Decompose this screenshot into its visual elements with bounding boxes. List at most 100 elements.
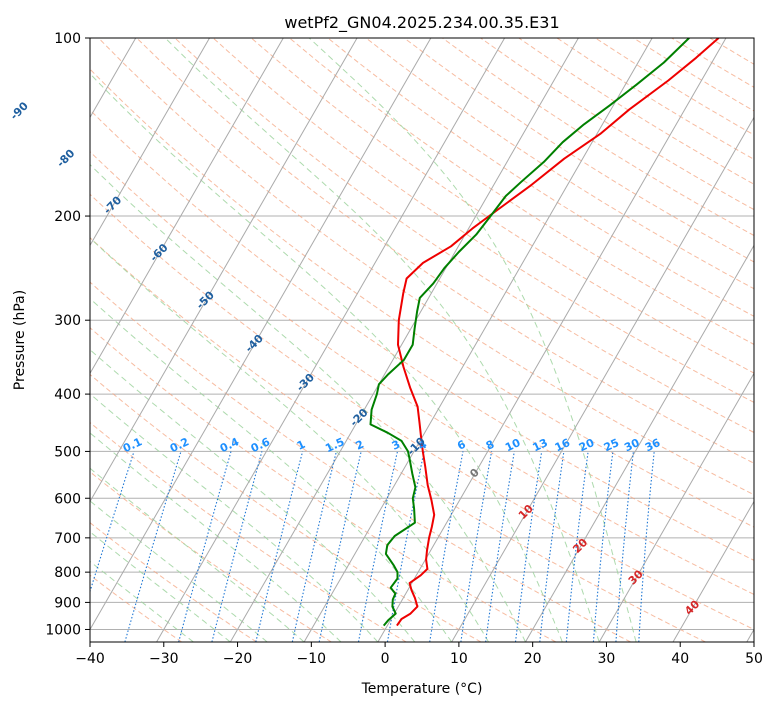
- mixing-ratio-label: 0.4: [218, 435, 241, 455]
- moist-adiabat-line: [90, 349, 416, 642]
- isotherm-line: [377, 38, 727, 642]
- y-tick-label: 400: [54, 387, 81, 403]
- moist-adiabat-line: [90, 393, 379, 642]
- y-tick-label: 500: [54, 444, 81, 460]
- mixing-ratio-line: [638, 451, 655, 642]
- dry-adiabat-line: [90, 421, 407, 642]
- plot-frame: [89, 37, 755, 643]
- mixing-ratio-label: 30: [622, 436, 642, 454]
- mixing-ratio-line: [318, 451, 362, 642]
- isotherm-label: -90: [8, 99, 31, 122]
- dry-adiabat-line: [90, 574, 182, 642]
- mixing-ratio-label: 20: [577, 436, 597, 454]
- temperature-profile: [396, 38, 720, 627]
- mixing-ratio-line: [539, 451, 565, 642]
- mixing-ratio-label: 36: [643, 436, 663, 454]
- mixing-ratio-label: 16: [553, 436, 573, 454]
- mixing-ratio-label: 6: [455, 438, 468, 453]
- axes-layer: −40 −30 −20 −10 0 10 20 30 40 5010009008007006005…: [45, 31, 763, 667]
- mixing-ratio-label: 10: [503, 436, 523, 454]
- dry-adiabat-line: [403, 38, 754, 263]
- mixing-ratio-line: [615, 451, 634, 642]
- x-tick-label: 0: [381, 651, 390, 667]
- dry-adiabat-line: [90, 109, 754, 561]
- dry-adiabat-line: [90, 151, 754, 595]
- chart-title: wetPf2_GN04.2025.234.00.35.E31: [284, 13, 559, 33]
- mixing-ratio-line: [357, 451, 399, 642]
- x-tick-label: 40: [671, 651, 689, 667]
- mixing-ratio-line: [429, 451, 464, 642]
- mixing-ratio-label: 2: [354, 438, 366, 453]
- x-tick-label: −20: [223, 651, 253, 667]
- dry-adiabat-line: [480, 38, 754, 211]
- moist-adiabat-line: [90, 500, 268, 642]
- isotherm-line: [672, 500, 754, 642]
- isotherm-label: -50: [194, 288, 217, 311]
- mixing-ratio-label: 13: [531, 436, 550, 454]
- dry-adiabat-line: [90, 68, 754, 528]
- lines-layer: [369, 38, 720, 627]
- dry-adiabat-line: [289, 38, 754, 345]
- x-tick-label: −30: [149, 651, 179, 667]
- dry-adiabat-line: [90, 373, 482, 642]
- grid-layer: [90, 38, 754, 642]
- mixing-ratio-line: [565, 451, 589, 642]
- isotherm-label: 10: [516, 502, 536, 522]
- y-axis-label: Pressure (hPa): [12, 290, 28, 390]
- dry-adiabat-line: [90, 281, 631, 642]
- dry-adiabat-line: [90, 237, 706, 642]
- moist-adiabat-line: [90, 432, 342, 642]
- mixing-ratio-line: [178, 451, 232, 642]
- y-tick-label: 800: [54, 565, 81, 581]
- y-tick-label: 300: [54, 313, 81, 329]
- dry-adiabat-line: [250, 38, 754, 374]
- moist-adiabat-line: [164, 38, 600, 642]
- y-tick-label: 700: [54, 531, 81, 547]
- isotherm-line: [598, 372, 754, 642]
- x-axis-label: Temperature (°C): [361, 681, 483, 697]
- isotherm-label: -40: [243, 332, 266, 355]
- moist-adiabat-line: [90, 297, 453, 642]
- mixing-ratio-line: [291, 451, 337, 642]
- isotherm-label: 40: [682, 597, 702, 617]
- isotherm-label: 0: [467, 466, 482, 481]
- moist-adiabat-line: [90, 72, 563, 642]
- isotherm-line: [90, 38, 432, 631]
- isotherm-label: 20: [570, 536, 590, 556]
- isotherm-line: [156, 38, 506, 642]
- mixing-ratio-label: 0.2: [168, 435, 191, 455]
- dry-adiabat-line: [98, 38, 754, 496]
- mixing-ratio-line: [485, 451, 515, 642]
- dry-adiabat-line: [212, 38, 754, 403]
- mixing-ratio-label: 0.1: [121, 435, 144, 455]
- y-tick-label: 1000: [45, 622, 81, 638]
- isotherm-line: [525, 244, 754, 642]
- y-tick-label: 200: [54, 209, 81, 225]
- moist-adiabat-line: [90, 560, 194, 642]
- moist-adiabat-line: [90, 237, 490, 642]
- mixing-ratio-line: [386, 451, 425, 642]
- x-tick-label: 30: [598, 651, 616, 667]
- mixing-ratio-line: [255, 451, 304, 642]
- isotherm-line: [90, 38, 210, 247]
- dry-adiabat-line: [90, 327, 557, 642]
- dry-adiabat-line: [327, 38, 754, 317]
- x-tick-label: 50: [745, 651, 763, 667]
- mixing-ratio-label: 1.5: [323, 435, 346, 455]
- mixing-ratio-label: 0.6: [249, 435, 272, 455]
- mixing-ratio-line: [90, 451, 135, 594]
- moist-adiabat-line: [90, 163, 526, 642]
- y-tick-label: 600: [54, 491, 81, 507]
- mixing-ratio-line: [592, 451, 614, 642]
- dry-adiabat-line: [90, 522, 257, 642]
- dry-adiabat-line: [671, 38, 754, 88]
- isotherm-label: -30: [294, 371, 317, 394]
- dry-adiabat-line: [136, 38, 754, 464]
- y-tick-label: 100: [54, 31, 81, 47]
- y-tick-label: 900: [54, 595, 81, 611]
- isotherm-label: -60: [147, 241, 170, 264]
- isotherm-line: [746, 628, 754, 642]
- moist-adiabat-line: [308, 38, 637, 642]
- x-tick-label: −40: [75, 651, 105, 667]
- mixing-ratio-label: 25: [602, 436, 621, 454]
